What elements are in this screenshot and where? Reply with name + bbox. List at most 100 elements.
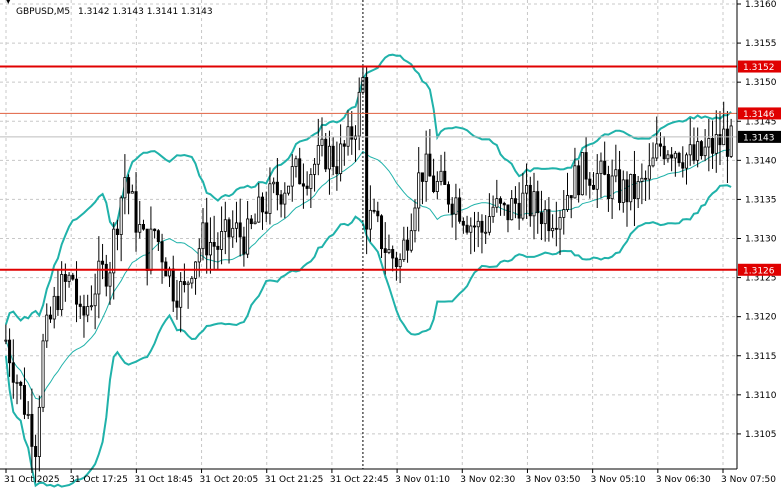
candle-body xyxy=(614,169,618,177)
candle-body xyxy=(294,158,298,167)
candle xyxy=(201,208,205,261)
candle-body xyxy=(562,209,566,218)
candle xyxy=(692,127,696,165)
candle xyxy=(670,147,674,172)
candle xyxy=(465,215,469,235)
y-tick-label: 1.3130 xyxy=(745,235,777,245)
candle xyxy=(253,213,257,225)
candle-body xyxy=(458,197,462,222)
candle xyxy=(301,163,305,209)
candle xyxy=(26,401,30,420)
candle-body xyxy=(484,231,488,234)
candle-body xyxy=(335,166,339,175)
candle-body xyxy=(365,77,369,230)
candle xyxy=(287,185,291,196)
candle xyxy=(662,136,666,166)
candle-body xyxy=(543,209,547,225)
price-levels xyxy=(0,0,737,469)
price-labels: 1.3152 1.3146 1.3126 1.3143 xyxy=(738,60,781,276)
candle-body xyxy=(227,219,231,238)
candle-body xyxy=(45,314,49,342)
price-level-label-text: 1.3126 xyxy=(743,266,775,276)
candle-body xyxy=(699,141,703,157)
candle-body xyxy=(372,209,376,212)
candle-body xyxy=(640,177,644,182)
candle xyxy=(324,132,328,173)
candle-body xyxy=(15,381,19,384)
candle-body xyxy=(268,183,272,214)
candle xyxy=(67,272,71,288)
candle xyxy=(476,211,480,248)
candle xyxy=(208,217,212,274)
candle-body xyxy=(246,218,250,255)
candle xyxy=(141,219,145,231)
candle xyxy=(156,229,160,252)
candle-body xyxy=(696,141,700,161)
candle-body xyxy=(353,135,357,140)
candle-body xyxy=(476,220,480,228)
candle-body xyxy=(123,177,127,199)
y-tick-label: 1.3145 xyxy=(745,117,777,127)
candle xyxy=(677,151,681,167)
candle-body xyxy=(186,282,190,286)
candle xyxy=(41,333,45,413)
candle xyxy=(432,158,436,194)
candle xyxy=(272,177,276,194)
candle xyxy=(279,190,283,218)
candle-body xyxy=(406,239,410,251)
candle xyxy=(52,286,56,329)
candle xyxy=(718,111,722,166)
candle xyxy=(391,245,395,272)
candle-body xyxy=(298,158,302,185)
candle-body xyxy=(342,143,346,147)
candle xyxy=(443,151,447,185)
price-level-label-text: 1.3146 xyxy=(743,110,775,120)
candle-body xyxy=(469,225,473,233)
candle-body xyxy=(558,216,562,230)
candle-body xyxy=(153,228,157,232)
candle xyxy=(305,171,309,196)
candle-body xyxy=(718,134,722,146)
candle xyxy=(316,118,320,176)
candle xyxy=(618,150,622,211)
candle-body xyxy=(8,339,12,364)
candle-body xyxy=(249,218,253,225)
candle-body xyxy=(684,154,689,169)
ohlc-values: 1.3142 1.3143 1.3141 1.3143 xyxy=(78,7,213,17)
candle xyxy=(573,147,577,199)
x-tick-label: 3 Nov 05:10 xyxy=(591,475,646,485)
candle-body xyxy=(510,198,514,221)
candle-body xyxy=(383,248,387,253)
candle-body xyxy=(461,220,465,226)
candle xyxy=(420,172,424,205)
candle-body xyxy=(573,165,577,199)
candle-body xyxy=(580,152,584,196)
candle xyxy=(528,176,532,227)
candle xyxy=(101,243,105,280)
candle-body xyxy=(290,166,294,187)
candle-body xyxy=(220,231,224,250)
candle-body xyxy=(547,209,551,232)
candle xyxy=(394,251,398,281)
price-level-label-bg xyxy=(738,107,781,120)
candle-body xyxy=(234,222,238,229)
candle-body xyxy=(376,210,380,217)
candle xyxy=(446,181,450,213)
candle-body xyxy=(197,248,201,263)
candle-body xyxy=(201,222,205,250)
candle-body xyxy=(30,413,34,447)
candle xyxy=(588,172,592,199)
candle xyxy=(115,219,119,251)
candle-body xyxy=(264,211,268,214)
candle xyxy=(331,136,335,176)
candle xyxy=(19,380,23,400)
candle-body xyxy=(324,138,328,170)
x-tick-label: 3 Nov 07:50 xyxy=(721,475,776,485)
y-tick-label: 1.3140 xyxy=(745,156,777,166)
candle xyxy=(238,198,242,257)
candle-body xyxy=(692,144,696,161)
candle xyxy=(342,140,346,166)
candle xyxy=(182,263,186,293)
y-tick-label: 1.3135 xyxy=(745,195,777,205)
